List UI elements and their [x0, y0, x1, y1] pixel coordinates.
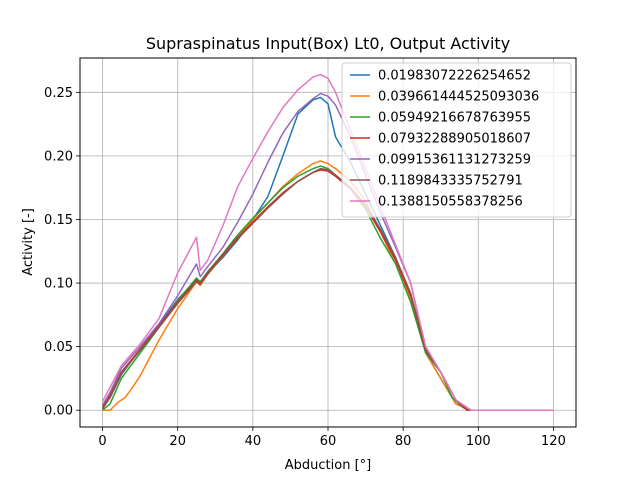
series-line-3: [102, 165, 554, 411]
chart-title: Supraspinatus Input(Box) Lt0, Output Act…: [146, 34, 510, 53]
legend-label: 0.09915361131273259: [378, 153, 531, 168]
y-tick-label: 0.25: [44, 86, 73, 101]
legend-box: [341, 62, 572, 218]
y-tick-label: 0.05: [44, 340, 73, 355]
legend: 0.01983072226254652 0.039661444525093036 0…: [341, 62, 572, 218]
legend-label: 0.1388150558378256: [378, 195, 523, 210]
x-tick-label: 100: [466, 434, 491, 449]
series-lines: [101, 73, 554, 411]
x-tick-label: 20: [169, 434, 186, 449]
y-axis-ticks: 0.00 0.05 0.10 0.15 0.20 0.25: [44, 86, 80, 419]
series-line-2: [102, 160, 554, 411]
x-tick-label: 0: [98, 434, 106, 449]
x-axis-ticks: 0 20 40 60 80 100 120: [98, 427, 566, 449]
x-tick-label: 60: [320, 434, 337, 449]
y-axis-label: Activity [-]: [21, 208, 36, 276]
legend-label: 0.05949216678763955: [378, 111, 531, 126]
legend-label: 0.07932288905018607: [378, 132, 531, 147]
series-line-7: [101, 73, 554, 411]
legend-label: 0.01983072226254652: [378, 69, 531, 84]
legend-label: 0.1189843335752791: [378, 174, 523, 189]
y-tick-label: 0.15: [44, 213, 73, 228]
x-tick-label: 80: [395, 434, 412, 449]
legend-label: 0.039661444525093036: [378, 90, 539, 105]
y-tick-label: 0.10: [44, 277, 73, 292]
y-tick-label: 0.20: [44, 149, 73, 164]
y-tick-label: 0.00: [44, 404, 73, 419]
x-axis-label: Abduction [°]: [285, 458, 371, 473]
x-tick-label: 120: [541, 434, 566, 449]
x-tick-label: 40: [245, 434, 262, 449]
